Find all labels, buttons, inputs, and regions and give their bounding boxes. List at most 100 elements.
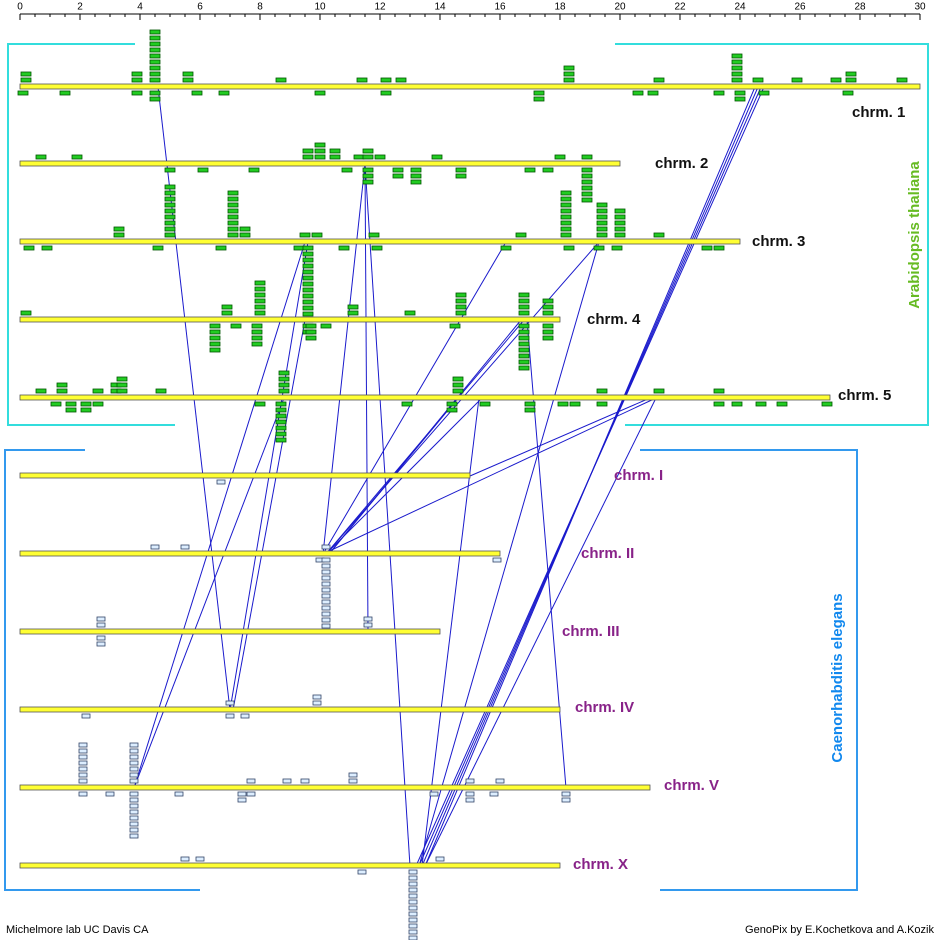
- gene-marker: [560, 208, 572, 214]
- gene-marker: [275, 419, 287, 425]
- gene-marker: [278, 382, 290, 388]
- gene-marker: [321, 557, 331, 563]
- gene-marker: [731, 65, 743, 71]
- gene-marker: [356, 77, 368, 83]
- gene-marker: [321, 544, 331, 550]
- tick-label: 0: [17, 2, 23, 13]
- chromosome-label: chrm. 4: [587, 311, 641, 328]
- gene-marker: [408, 911, 418, 917]
- gene-marker: [363, 622, 373, 628]
- gene-marker: [647, 90, 659, 96]
- gene-marker: [479, 401, 491, 407]
- gene-marker: [209, 323, 221, 329]
- gene-marker: [312, 700, 322, 706]
- gene-marker: [129, 815, 139, 821]
- gene-marker: [408, 881, 418, 887]
- gene-marker: [302, 263, 314, 269]
- gene-marker: [518, 359, 530, 365]
- gene-marker: [275, 77, 287, 83]
- gene-marker: [408, 869, 418, 875]
- gene-marker: [362, 167, 374, 173]
- gene-marker: [446, 401, 458, 407]
- synteny-link: [133, 241, 306, 789]
- gene-marker: [302, 148, 314, 154]
- gene-marker: [251, 329, 263, 335]
- gene-marker: [821, 401, 833, 407]
- gene-marker: [116, 376, 128, 382]
- tick-label: 10: [314, 2, 326, 13]
- gene-marker: [96, 616, 106, 622]
- gene-marker: [302, 287, 314, 293]
- gene-marker: [321, 599, 331, 605]
- gene-marker: [560, 220, 572, 226]
- gene-marker: [408, 893, 418, 899]
- chromosome-label: chrm. II: [581, 545, 634, 562]
- gene-marker: [50, 401, 62, 407]
- gene-marker: [225, 700, 235, 706]
- gene-marker: [302, 245, 314, 251]
- gene-marker: [246, 778, 256, 784]
- gene-marker: [149, 71, 161, 77]
- gene-marker: [227, 202, 239, 208]
- gene-marker: [41, 245, 53, 251]
- gene-marker: [278, 370, 290, 376]
- gene-marker: [492, 557, 502, 563]
- gene-marker: [791, 77, 803, 83]
- gene-marker: [524, 407, 536, 413]
- gene-marker: [362, 173, 374, 179]
- gene-marker: [278, 376, 290, 382]
- gene-marker: [563, 71, 575, 77]
- gene-marker: [596, 214, 608, 220]
- gene-marker: [896, 77, 908, 83]
- gene-marker: [581, 191, 593, 197]
- gene-marker: [321, 587, 331, 593]
- gene-marker: [149, 35, 161, 41]
- gene-marker: [96, 622, 106, 628]
- gene-marker: [408, 935, 418, 940]
- gene-marker: [321, 605, 331, 611]
- gene-marker: [302, 269, 314, 275]
- gene-marker: [65, 401, 77, 407]
- gene-marker: [182, 77, 194, 83]
- gene-marker: [632, 90, 644, 96]
- gene-marker: [155, 388, 167, 394]
- gene-marker: [500, 245, 512, 251]
- gene-marker: [371, 245, 383, 251]
- gene-marker: [218, 90, 230, 96]
- gene-marker: [78, 791, 88, 797]
- gene-marker: [278, 388, 290, 394]
- gene-marker: [404, 310, 416, 316]
- gene-marker: [431, 154, 443, 160]
- tick-label: 16: [494, 2, 506, 13]
- gene-marker: [149, 77, 161, 83]
- chromosome-label: chrm. X: [573, 856, 628, 873]
- gene-marker: [357, 869, 367, 875]
- gene-marker: [164, 167, 176, 173]
- gene-marker: [239, 232, 251, 238]
- gene-marker: [150, 544, 160, 550]
- gene-marker: [368, 232, 380, 238]
- gene-marker: [293, 245, 305, 251]
- gene-marker: [299, 232, 311, 238]
- footer-right: GenoPix by E.Kochetkova and A.Kozik: [745, 924, 934, 936]
- gene-marker: [129, 833, 139, 839]
- gene-marker: [174, 791, 184, 797]
- gene-marker: [282, 778, 292, 784]
- gene-marker: [734, 90, 746, 96]
- gene-marker: [347, 304, 359, 310]
- gene-marker: [446, 407, 458, 413]
- chromosome: [19, 394, 831, 401]
- gene-marker: [713, 90, 725, 96]
- gene-marker: [489, 791, 499, 797]
- gene-marker: [254, 310, 266, 316]
- gene-marker: [392, 167, 404, 173]
- gene-marker: [237, 791, 247, 797]
- gene-marker: [845, 71, 857, 77]
- gene-marker: [216, 479, 226, 485]
- gene-marker: [542, 310, 554, 316]
- gene-marker: [251, 323, 263, 329]
- gene-marker: [830, 77, 842, 83]
- gene-marker: [395, 77, 407, 83]
- gene-marker: [92, 401, 104, 407]
